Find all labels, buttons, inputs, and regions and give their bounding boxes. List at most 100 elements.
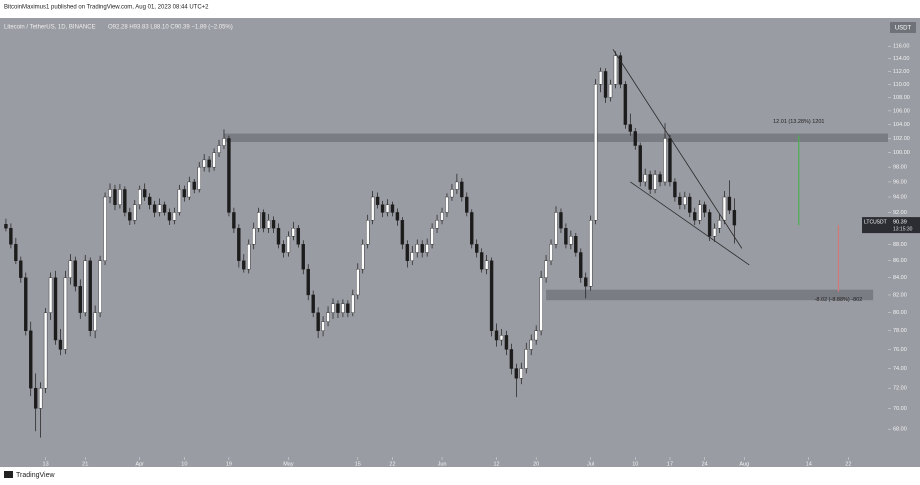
candle-body [281, 244, 286, 253]
candle-body [311, 294, 315, 313]
candle-body [261, 212, 266, 229]
candle-body [19, 260, 23, 278]
candle-body [33, 387, 38, 409]
ohlc-legend: O92.28 H93.83 L88.10 C90.39 −1.89 (−2.05… [108, 25, 233, 31]
y-tick-label: 94.00 [893, 194, 907, 200]
candle-body [524, 349, 528, 369]
candle-body [286, 236, 291, 253]
chart-background [0, 18, 920, 467]
candle-body [365, 220, 370, 245]
candle-body [162, 204, 167, 213]
y-tick-label: 72.00 [893, 386, 907, 392]
candle-body [53, 277, 58, 341]
candle-body [48, 277, 53, 313]
candle-body [296, 227, 301, 245]
candle-body [470, 212, 474, 245]
y-tick-label: 84.00 [893, 275, 907, 281]
footer: TradingView [16, 472, 55, 479]
y-tick-label: 112.00 [893, 69, 909, 75]
candle-body [475, 244, 479, 253]
candle-body [405, 244, 410, 261]
candle-body [569, 236, 573, 245]
candle-body [549, 244, 553, 261]
y-unit: USDT [895, 26, 912, 32]
candle-body [445, 196, 449, 213]
x-tick-label: 15 [355, 461, 361, 467]
candle-body [29, 330, 33, 389]
price-symbol: LTCUSDT [864, 219, 887, 225]
candle-body [142, 189, 147, 198]
y-tick-label: 110.00 [893, 82, 909, 88]
candle-body [128, 212, 132, 221]
y-tick-label: 108.00 [893, 95, 910, 101]
candle-body [346, 303, 350, 313]
candle-body [351, 294, 355, 313]
x-tick-label: 21 [82, 461, 88, 467]
candle-body [336, 303, 340, 313]
candle-body [633, 131, 637, 146]
candle-body [678, 196, 682, 205]
candle-body [73, 260, 78, 287]
x-tick-label: 22 [389, 461, 395, 467]
candle-body [732, 210, 737, 226]
candle-body [415, 244, 419, 253]
candle-body [138, 189, 142, 205]
candle-body [242, 260, 246, 270]
candle-body [256, 212, 261, 229]
candle-body [435, 220, 439, 229]
candle-body [395, 212, 400, 221]
x-tick-label: 24 [702, 461, 708, 467]
candle-body [271, 220, 276, 229]
candle-body [227, 138, 231, 213]
candle-body [613, 55, 618, 85]
candle-body [643, 174, 647, 183]
candle-body [638, 145, 642, 183]
candle-body [276, 227, 281, 245]
candle-body [172, 212, 177, 221]
candle-body [24, 277, 28, 331]
candle-body [390, 204, 395, 213]
price-countdown: 13:15:30 [893, 226, 913, 232]
candle-body [430, 227, 434, 245]
candle-body [380, 204, 385, 213]
x-tick-label: 10 [632, 461, 638, 467]
candle-body [618, 55, 623, 85]
candle-body [103, 196, 107, 261]
candle-body [152, 204, 157, 213]
y-tick-label: 104.00 [893, 122, 910, 128]
candle-body [9, 227, 13, 245]
trendline [612, 49, 743, 249]
candle-body [460, 181, 464, 198]
candle-body [113, 189, 117, 205]
candle-body [217, 145, 221, 153]
candle-body [588, 220, 593, 287]
x-tick-label: 17 [667, 461, 673, 467]
candle-body [653, 174, 657, 190]
candle-body [177, 189, 182, 213]
candle-body [63, 277, 68, 350]
y-tick-label: 70.00 [893, 406, 907, 412]
x-tick-label: Apr [135, 461, 144, 467]
y-tick-label: 80.00 [893, 310, 907, 316]
candle-body [489, 260, 494, 331]
candle-body [58, 339, 63, 350]
candle-body [722, 196, 727, 221]
y-tick-label: 76.00 [893, 347, 907, 353]
candle-body [465, 196, 469, 213]
candle-body [499, 335, 504, 341]
x-tick-label: Jun [438, 461, 447, 467]
y-tick-label: 116.00 [893, 44, 909, 50]
candle-body [266, 220, 271, 229]
candle-body [212, 152, 216, 168]
candle-body [78, 286, 82, 313]
x-tick-label: 13 [43, 461, 49, 467]
trendline [630, 181, 750, 266]
candle-body [420, 244, 424, 253]
y-tick-label: 100.00 [893, 150, 910, 156]
candle-body [519, 368, 524, 379]
candle-body [356, 268, 360, 296]
candle-body [385, 204, 390, 213]
candle-body [93, 312, 97, 331]
